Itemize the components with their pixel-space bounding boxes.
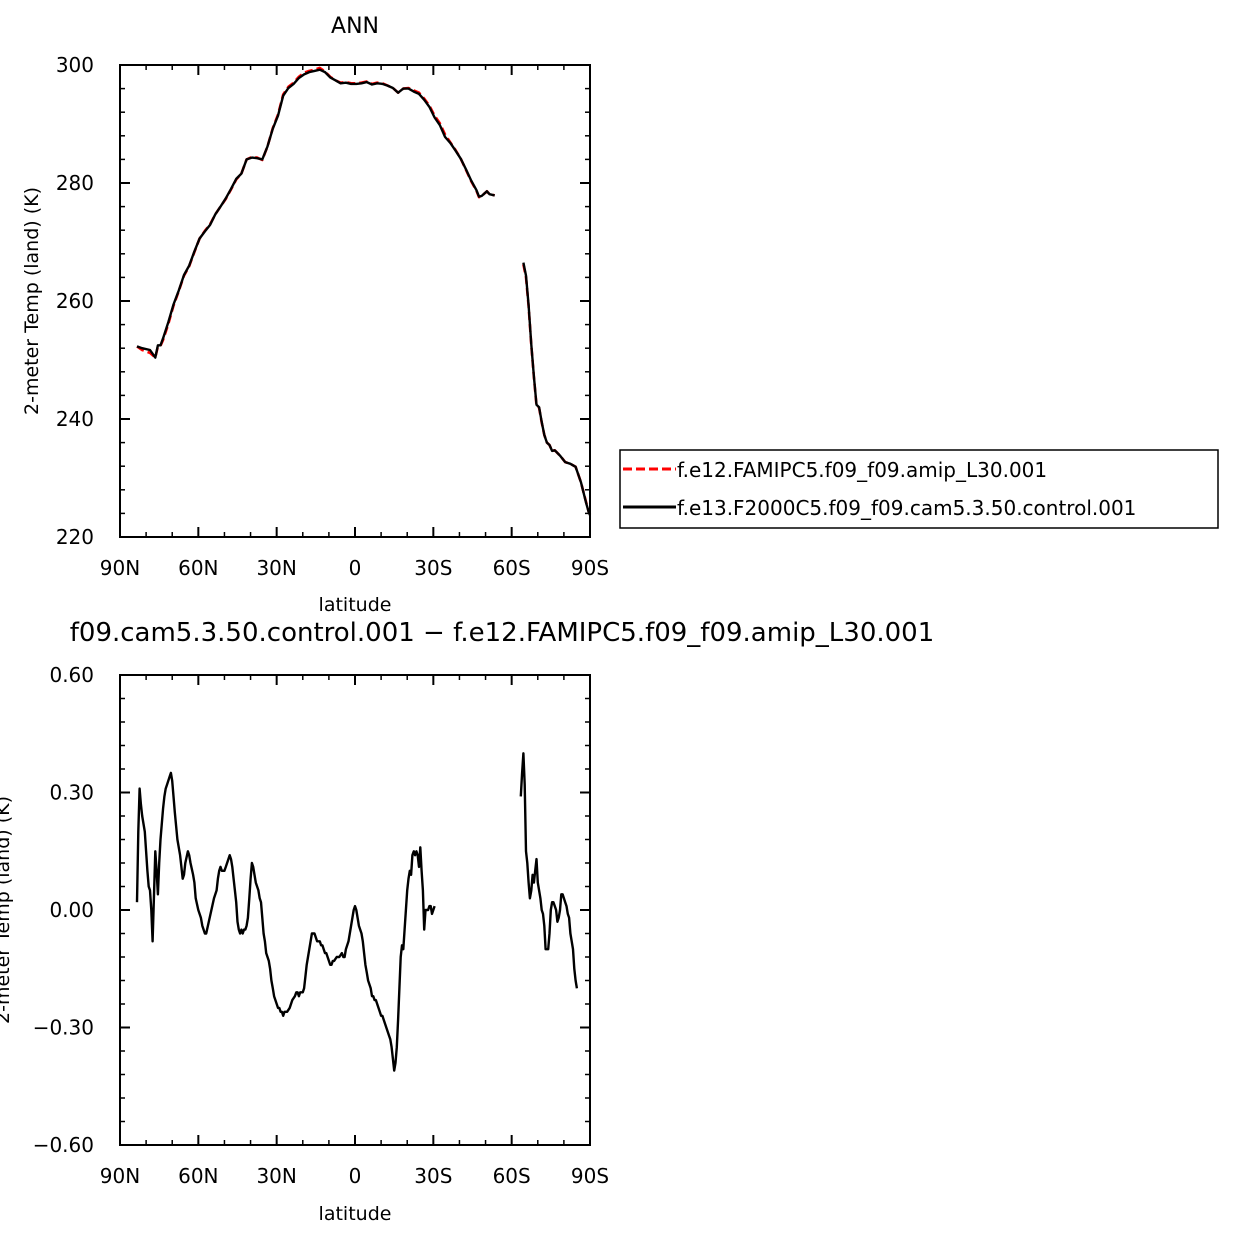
bottom-x-tick-label: 30S: [414, 1164, 452, 1188]
top-x-axis-label: latitude: [319, 594, 392, 616]
legend-label-control: f.e13.F2000C5.f09_f09.cam5.3.50.control.…: [677, 496, 1136, 520]
top-y-tick-label: 260: [56, 289, 94, 313]
top-x-tick-label: 30S: [414, 556, 452, 580]
legend: f.e12.FAMIPC5.f09_f09.amip_L30.001 f.e13…: [619, 449, 1219, 529]
bottom-panel: f09.cam5.3.50.control.001 − f.e12.FAMIPC…: [0, 618, 934, 1225]
top-y-axis-label: 2-meter Temp (land) (K): [21, 187, 43, 415]
bottom-y-tick-label: 0.60: [49, 663, 94, 687]
top-y-tick-label: 240: [56, 407, 94, 431]
top-y-tick-label: 220: [56, 525, 94, 549]
bottom-series-0-line-segment: [135, 771, 436, 1072]
bottom-chart-title: f09.cam5.3.50.control.001 − f.e12.FAMIPC…: [70, 618, 935, 648]
top-y-tick-label: 300: [56, 53, 94, 77]
top-ticks-layer: 90N 60N 30N 0 30S 60S 90S 220 240 260 280 300: [56, 53, 609, 580]
legend-label-amip: f.e12.FAMIPC5.f09_f09.amip_L30.001: [677, 458, 1047, 482]
top-x-tick-label: 60S: [493, 556, 531, 580]
top-x-tick-label: 30N: [256, 556, 296, 580]
bottom-x-tick-label: 30N: [256, 1164, 296, 1188]
top-x-tick-label: 90S: [571, 556, 609, 580]
top-x-tick-label: 60N: [178, 556, 218, 580]
top-y-tick-label: 280: [56, 171, 94, 195]
top-series-1-line-segment: [522, 262, 592, 516]
bottom-y-tick-label: −0.60: [33, 1133, 94, 1157]
bottom-y-axis-label: 2-meter Temp (land) (K): [0, 796, 14, 1024]
top-series-0-line-segment: [136, 66, 495, 359]
bottom-y-tick-label: 0.00: [49, 898, 94, 922]
bottom-x-tick-label: 0: [349, 1164, 362, 1188]
bottom-x-tick-label: 60N: [178, 1164, 218, 1188]
bottom-x-axis-label: latitude: [319, 1203, 392, 1225]
legend-box: [619, 449, 1219, 529]
bottom-x-tick-label: 90N: [100, 1164, 140, 1188]
bottom-y-tick-label: 0.30: [49, 781, 94, 805]
bottom-y-tick-label: −0.30: [33, 1016, 94, 1040]
bottom-x-tick-label: 60S: [493, 1164, 531, 1188]
top-panel: ANN 90N 60N 30N 0 30S 60S 90S 220 240 260 280 300 l…: [21, 14, 1219, 616]
top-series-layer: [136, 66, 592, 516]
top-plot-frame: [119, 64, 591, 538]
bottom-x-tick-label: 90S: [571, 1164, 609, 1188]
top-series-1-line-segment: [136, 68, 495, 359]
bottom-plot-frame: [119, 674, 591, 1146]
top-chart-title: ANN: [331, 14, 379, 39]
bottom-series-0-line-segment: [519, 752, 579, 989]
bottom-series-layer: [135, 752, 579, 1072]
bottom-ticks-layer: 90N 60N 30N 0 30S 60S 90S −0.60 −0.30 0.00 0.30 0.6…: [33, 663, 609, 1188]
top-x-tick-label: 90N: [100, 556, 140, 580]
top-x-tick-label: 0: [349, 556, 362, 580]
